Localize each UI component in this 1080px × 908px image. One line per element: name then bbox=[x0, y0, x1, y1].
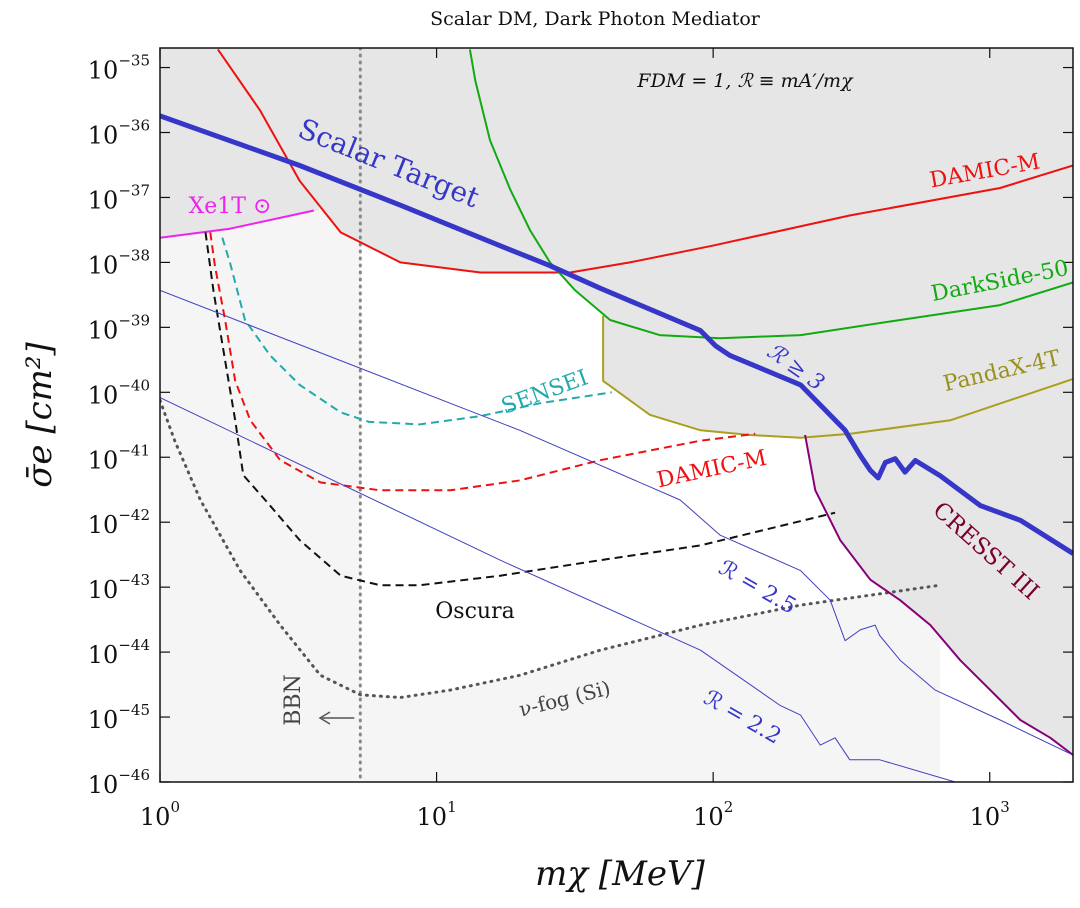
x-tick-label: 10^3 bbox=[970, 798, 1010, 831]
y-tick-label: 10^−46 bbox=[88, 766, 150, 799]
y-tick-label: 10^−37 bbox=[88, 181, 150, 214]
y-axis-label: σ̄e [cm²] bbox=[20, 341, 60, 487]
y-tick-label: 10^−36 bbox=[88, 117, 150, 150]
series-line bbox=[468, 49, 1073, 340]
x-tick-label: 10^1 bbox=[416, 798, 456, 831]
series-label: Oscura bbox=[435, 599, 514, 624]
x-tick-label: 10^0 bbox=[140, 798, 180, 831]
x-tick-label: 10^2 bbox=[693, 798, 733, 831]
y-tick-label: 10^−44 bbox=[88, 636, 150, 669]
series-line bbox=[804, 434, 1073, 756]
y-tick-label: 10^−45 bbox=[88, 701, 150, 734]
excluded-region bbox=[805, 48, 1073, 756]
axes: 10^0 10^1 10^2 10^3 10^−35 10^−36 10^−37 10^−38… bbox=[88, 48, 1073, 831]
series-line bbox=[209, 232, 756, 492]
series-line bbox=[221, 237, 612, 426]
y-tick-label: 10^−40 bbox=[88, 376, 150, 409]
series-line bbox=[160, 113, 1073, 556]
series-line bbox=[602, 315, 1073, 439]
x-axis-label: mχ [MeV] bbox=[535, 854, 705, 894]
chart-title: Scalar DM, Dark Photon Mediator bbox=[430, 8, 761, 30]
y-tick-label: 10^−38 bbox=[88, 246, 150, 279]
region-below bbox=[160, 400, 941, 782]
annotation: FDM = 1, ℛ ≡ mA′/mχ bbox=[636, 70, 854, 92]
y-tick-label: 10^−43 bbox=[88, 571, 150, 604]
lines bbox=[160, 48, 1073, 782]
y-tick-label: 10^−35 bbox=[88, 52, 150, 85]
series-line bbox=[160, 289, 1073, 756]
plot-frame bbox=[159, 47, 1074, 783]
y-tick-label: 10^−39 bbox=[88, 311, 150, 344]
series-line bbox=[204, 232, 836, 587]
series-line bbox=[160, 209, 315, 239]
y-tick-label: 10^−42 bbox=[88, 506, 150, 539]
series-line bbox=[160, 397, 956, 782]
bbn-label: BBN bbox=[281, 674, 306, 726]
series-line bbox=[217, 48, 1073, 274]
bbn-arrow-head bbox=[318, 711, 331, 725]
y-tick-label: 10^−41 bbox=[88, 441, 150, 474]
series-label: Xe1T ⊙ bbox=[189, 194, 272, 219]
fills bbox=[160, 48, 1073, 782]
series-line bbox=[160, 398, 942, 699]
